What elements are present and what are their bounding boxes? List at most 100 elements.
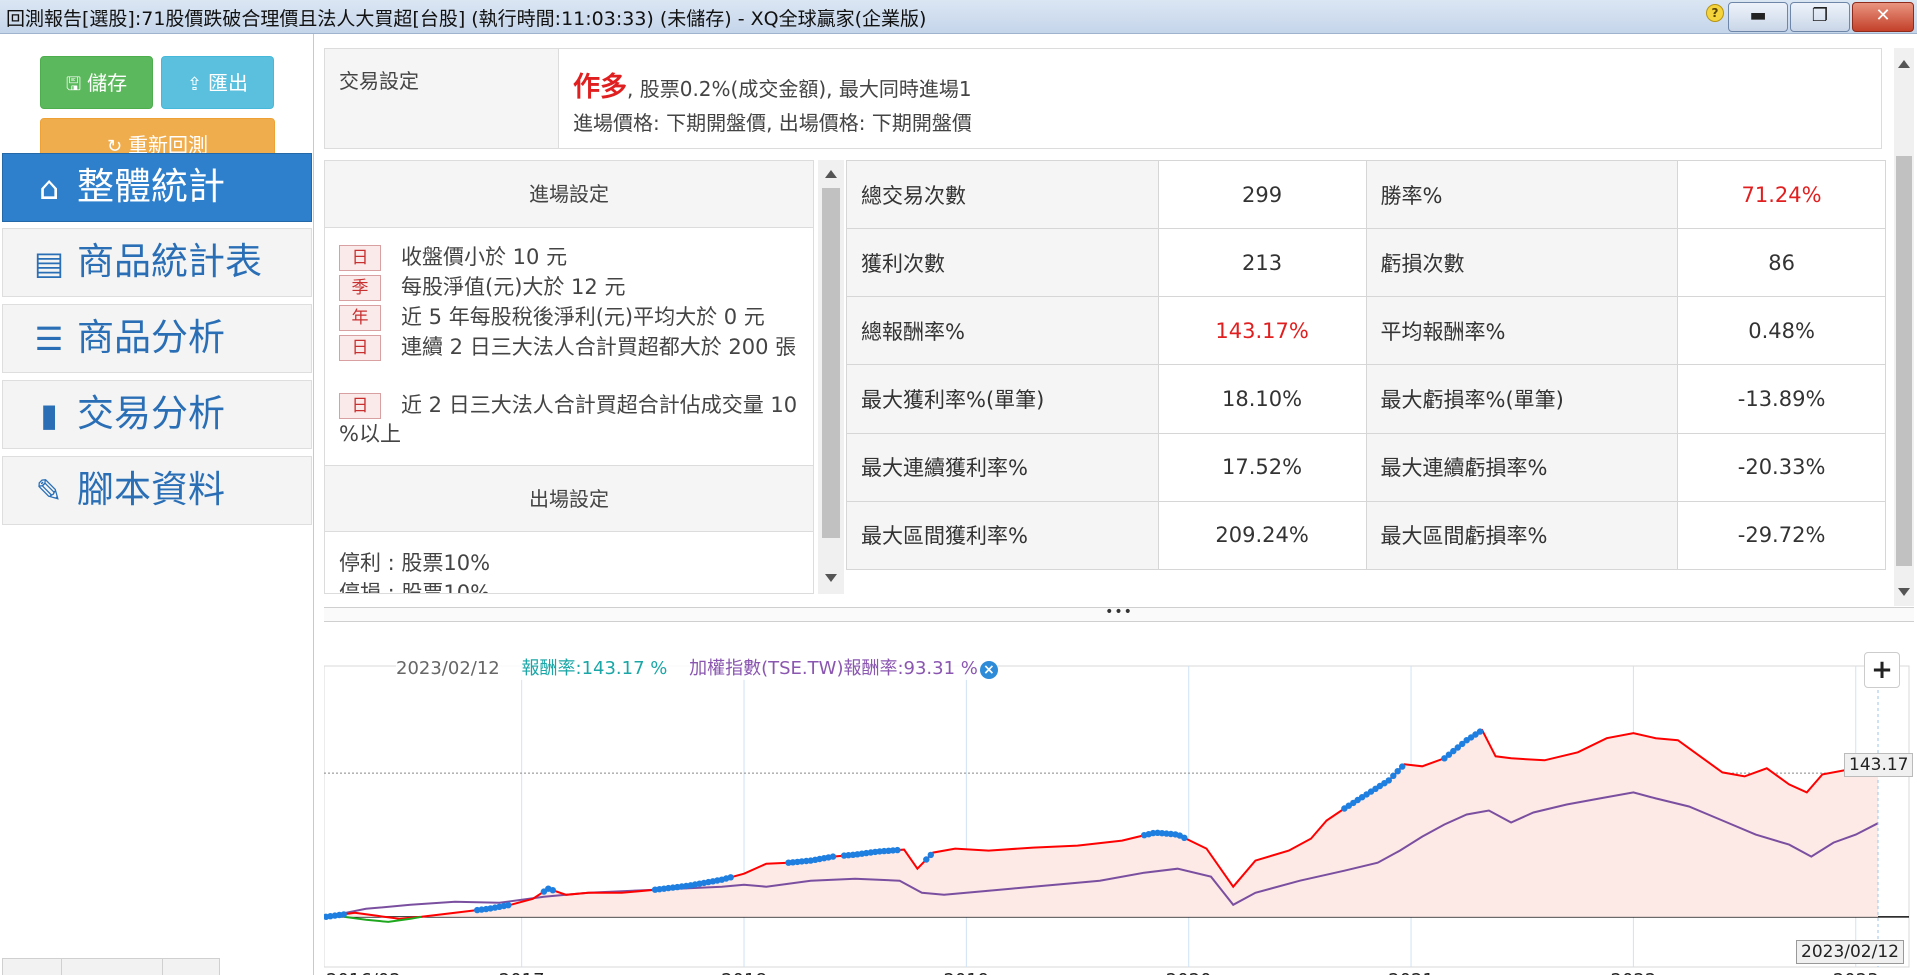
sidebar-item-script-data[interactable]: ✎ 腳本資料 xyxy=(2,456,312,525)
return-chart: 250200150100500-502016/02201720182019202… xyxy=(324,630,1914,975)
sidebar-item-overall-stats[interactable]: ⌂ 整體統計 xyxy=(2,153,312,222)
x-tick-label: 2019 xyxy=(943,970,989,975)
list-alt-icon: ▤ xyxy=(33,244,65,282)
sidebar-item-product-stats[interactable]: ▤ 商品統計表 xyxy=(2,228,312,297)
entry-settings-header: 進場設定 xyxy=(325,161,813,228)
floppy-disk-icon: 🖫 xyxy=(65,74,82,95)
condition-text: 近 2 日三大法人合計買超合計佔成交量 10 %以上 xyxy=(339,393,798,446)
trade-marker xyxy=(1441,755,1448,762)
scrollbar-thumb[interactable] xyxy=(1896,156,1912,566)
strategy-fill-area xyxy=(326,730,1878,919)
scroll-down-icon[interactable] xyxy=(1898,588,1910,596)
legend-benchmark-value: 93.31 % xyxy=(903,658,978,679)
trade-marker xyxy=(1476,728,1484,735)
exit-settings-header: 出場設定 xyxy=(325,465,813,532)
stats-row: 總報酬率% 143.17% 平均報酬率% 0.48% xyxy=(846,296,1886,366)
export-icon: ⇪ xyxy=(186,74,203,95)
scroll-up-icon[interactable] xyxy=(825,170,837,178)
help-icon[interactable]: ? xyxy=(1706,4,1724,22)
trade-marker xyxy=(1394,768,1401,775)
period-tag: 年 xyxy=(339,305,381,331)
trade-setting-label: 交易設定 xyxy=(325,49,559,148)
period-tag: 日 xyxy=(339,335,381,361)
stats-row: 最大獲利率%(單筆) 18.10% 最大虧損率%(單筆) -13.89% xyxy=(846,364,1886,434)
export-button[interactable]: ⇪ 匯出 xyxy=(161,56,274,109)
sidebar-item-label: 整體統計 xyxy=(77,165,225,208)
trade-price-setting: 進場價格: 下期開盤價, 出場價格: 下期開盤價 xyxy=(573,111,972,135)
direction-label: 作多 xyxy=(573,72,627,103)
scrollbar-thumb[interactable] xyxy=(822,188,840,538)
stats-table: 總交易次數 299 勝率% 71.24% 獲利次數 213 虧損次數 86 總報酬率% 143.1… xyxy=(846,159,1886,571)
stats-row: 最大區間獲利率% 209.24% 最大區間虧損率% -29.72% xyxy=(846,500,1886,571)
x-tick-label: 2022 xyxy=(1611,970,1657,975)
stat-label: 最大區間虧損率% xyxy=(1365,500,1679,571)
trade-marker xyxy=(505,902,512,909)
trade-marker xyxy=(549,887,556,894)
entry-exit-settings-panel: 進場設定 日收盤價小於 10 元 季每股淨值(元)大於 12 元 年近 5 年每… xyxy=(324,160,814,594)
close-button[interactable]: ✕ xyxy=(1852,2,1914,32)
x-tick-label: 2017 xyxy=(499,970,545,975)
sidebar-item-label: 商品分析 xyxy=(77,316,225,359)
trade-marker xyxy=(727,874,734,881)
home-icon: ⌂ xyxy=(38,169,60,207)
stat-label: 最大連續獲利率% xyxy=(846,432,1159,502)
stat-label: 勝率% xyxy=(1365,159,1679,230)
maximize-button[interactable]: ❐ xyxy=(1790,2,1850,32)
period-tag: 日 xyxy=(339,393,381,419)
sidebar-item-trade-analysis[interactable]: ▮ 交易分析 xyxy=(2,380,312,449)
trade-marker xyxy=(340,911,347,918)
trade-marker xyxy=(1181,834,1188,841)
stat-value: -20.33% xyxy=(1677,432,1886,502)
save-label: 儲存 xyxy=(87,71,128,95)
stat-label: 最大連續虧損率% xyxy=(1365,432,1679,502)
add-indicator-button[interactable]: + xyxy=(1864,652,1900,688)
scroll-down-icon[interactable] xyxy=(825,574,837,582)
stat-value: 213 xyxy=(1157,228,1367,298)
sidebar-item-label: 商品統計表 xyxy=(77,240,262,283)
stat-value: -29.72% xyxy=(1677,500,1886,571)
stat-value: 299 xyxy=(1157,159,1367,230)
refresh-icon: ↻ xyxy=(106,136,123,157)
crosshair-value-label: 143.17 xyxy=(1844,753,1914,777)
sidebar-item-product-analysis[interactable]: ☰ 商品分析 xyxy=(2,304,312,373)
trade-setting-details: , 股票0.2%(成交金額), 最大同時進場1 xyxy=(627,77,972,101)
plot-area xyxy=(324,665,1910,968)
trade-marker xyxy=(1450,747,1457,755)
condition-text: 連續 2 日三大法人合計買超都大於 200 張 xyxy=(401,335,797,359)
stat-label: 獲利次數 xyxy=(846,228,1159,298)
entry-condition: 季每股淨值(元)大於 12 元 xyxy=(339,273,799,302)
entry-condition: 日近 2 日三大法人合計買超合計佔成交量 10 %以上 xyxy=(339,391,799,449)
stat-label: 總交易次數 xyxy=(846,159,1159,230)
legend-return: 報酬率:143.17 % xyxy=(521,658,667,679)
x-tick-label: 2018 xyxy=(721,970,767,975)
trade-marker xyxy=(1399,763,1406,770)
scroll-up-icon[interactable] xyxy=(1898,60,1910,68)
x-tick-label: 2023 xyxy=(1833,970,1879,975)
legend-return-value: 143.17 % xyxy=(581,658,668,679)
exit-take-profit: 停利 : 股票10% xyxy=(339,551,491,575)
chart-legend: 2023/02/12 報酬率:143.17 % 加權指數(TSE.TW)報酬率:… xyxy=(396,654,998,680)
trade-marker xyxy=(829,853,837,860)
stats-row: 獲利次數 213 虧損次數 86 xyxy=(846,228,1886,298)
trade-setting-panel: 交易設定 作多, 股票0.2%(成交金額), 最大同時進場1 進場價格: 下期開… xyxy=(324,48,1882,149)
legend-benchmark: 加權指數(TSE.TW)報酬率:93.31 % xyxy=(689,658,978,679)
x-tick-label: 2020 xyxy=(1166,970,1212,975)
minimize-button[interactable]: ▬ xyxy=(1728,2,1788,32)
trade-marker xyxy=(923,856,930,863)
sidebar-bottom-tabs[interactable] xyxy=(2,958,220,975)
stat-value: 18.10% xyxy=(1157,364,1367,434)
stat-value: 86 xyxy=(1677,228,1886,298)
period-tag: 季 xyxy=(339,275,381,301)
x-tick-label: 2016/02 xyxy=(326,970,401,975)
sidebar-item-label: 腳本資料 xyxy=(77,468,225,511)
remove-benchmark-icon[interactable]: × xyxy=(979,661,998,679)
save-button[interactable]: 🖫 儲存 xyxy=(40,56,153,109)
window-title: 回測報告[選股]:71股價跌破合理價且法人大買超[台股] (執行時間:11:03… xyxy=(6,8,927,30)
stat-value: -13.89% xyxy=(1677,364,1886,434)
stats-row: 最大連續獲利率% 17.52% 最大連續虧損率% -20.33% xyxy=(846,432,1886,502)
bar-chart-icon: ▮ xyxy=(40,396,58,434)
settings-scrollbar[interactable] xyxy=(818,160,844,594)
legend-date: 2023/02/12 xyxy=(396,658,500,679)
main-scrollbar[interactable] xyxy=(1894,48,1914,606)
panel-splitter[interactable]: ••• xyxy=(324,605,1914,622)
